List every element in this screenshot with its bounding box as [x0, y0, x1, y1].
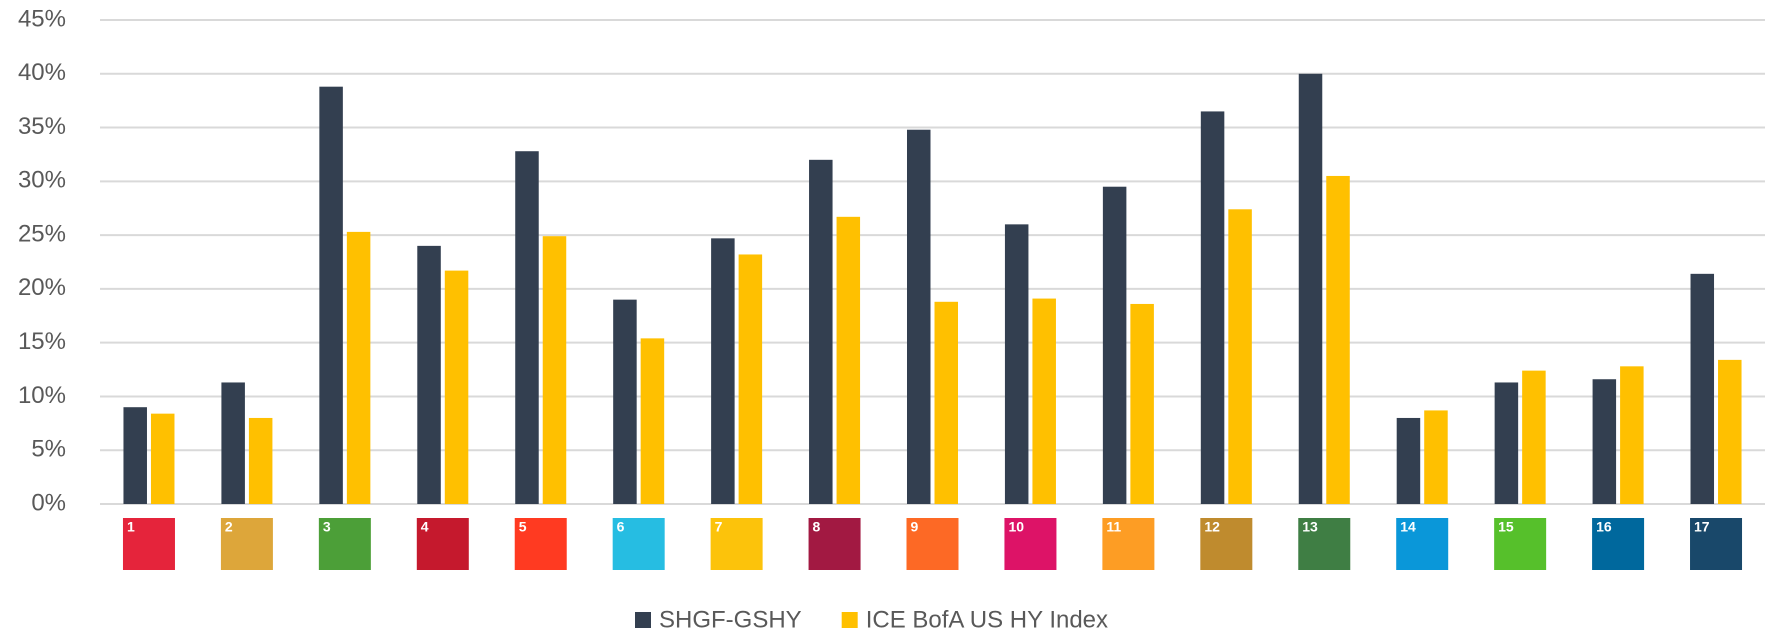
x-tick-label: 12 — [1204, 519, 1220, 535]
sdg-icon — [710, 518, 763, 570]
sdg-icon — [220, 518, 273, 570]
bar — [1004, 224, 1029, 504]
bar — [613, 299, 637, 504]
x-tick-label: 11 — [1106, 519, 1121, 535]
x-tick-label: 14 — [1400, 519, 1416, 535]
bar — [542, 236, 567, 505]
y-tick-label: 30% — [18, 167, 66, 194]
bar — [417, 245, 441, 504]
sdg-icon — [1494, 518, 1547, 570]
bar — [1494, 382, 1519, 504]
bar — [1228, 209, 1252, 504]
sdg-icon — [1298, 518, 1351, 570]
bar — [123, 407, 147, 504]
sdg-icon — [1396, 518, 1449, 570]
sdg-icon — [514, 518, 567, 570]
bar — [221, 382, 245, 504]
bar — [515, 151, 539, 504]
bar — [1102, 186, 1127, 504]
bar — [1200, 111, 1225, 504]
bar — [711, 238, 735, 505]
bar — [934, 301, 959, 504]
bar — [1326, 175, 1350, 504]
y-tick-label: 0% — [31, 489, 66, 516]
x-tick-label: 8 — [813, 519, 821, 535]
x-tick-label: 15 — [1498, 519, 1514, 535]
x-tick-label: 7 — [715, 519, 723, 535]
y-tick-label: 10% — [18, 382, 66, 409]
bar — [906, 129, 931, 504]
y-tick-label: 5% — [31, 436, 66, 463]
x-tick-label: 6 — [617, 519, 625, 535]
bar — [640, 338, 665, 504]
bar — [1424, 410, 1448, 504]
bar — [836, 216, 861, 504]
bar — [1620, 366, 1644, 504]
y-tick-label: 45% — [18, 5, 66, 32]
sdg-icon — [906, 518, 959, 570]
legend-label: SHGF-GSHY — [659, 606, 802, 633]
sdg-icon — [122, 518, 175, 570]
sdg-icon — [612, 518, 665, 570]
legend-swatch — [635, 612, 651, 628]
bar — [319, 86, 343, 504]
sdg-icon — [416, 518, 469, 570]
bar — [1298, 73, 1323, 505]
sdg-icon — [1200, 518, 1253, 570]
x-tick-label: 10 — [1008, 519, 1024, 535]
bar — [1690, 273, 1715, 504]
legend-label: ICE BofA US HY Index — [866, 606, 1108, 633]
legend-swatch — [841, 612, 858, 628]
bar — [444, 270, 469, 504]
bar — [1032, 298, 1056, 504]
x-tick-label: 5 — [519, 519, 527, 535]
bar — [346, 231, 371, 504]
bar — [1718, 359, 1742, 504]
sdg-icon — [1592, 518, 1645, 570]
x-tick-label: 1 — [127, 519, 135, 535]
sdg-icon — [1102, 518, 1155, 570]
x-tick-label: 17 — [1694, 519, 1710, 535]
y-tick-label: 20% — [18, 274, 66, 301]
bar — [150, 413, 175, 504]
sdg-icon — [318, 518, 371, 570]
x-tick-label: 16 — [1596, 519, 1612, 535]
y-tick-label: 40% — [18, 59, 66, 86]
bar — [738, 254, 763, 504]
sdg-icon — [1004, 518, 1057, 570]
bar — [248, 417, 273, 504]
y-tick-label: 35% — [18, 113, 66, 140]
bar — [1396, 417, 1421, 504]
bar — [1592, 379, 1617, 504]
bar — [1522, 370, 1546, 504]
x-tick-label: 2 — [225, 519, 233, 535]
y-tick-label: 15% — [18, 328, 66, 355]
sdg-icon — [808, 518, 861, 570]
x-tick-label: 9 — [911, 519, 919, 535]
y-tick-label: 25% — [18, 220, 66, 247]
bar — [1130, 303, 1154, 504]
sdg-icon — [1690, 518, 1743, 570]
bar — [809, 159, 833, 505]
x-tick-label: 3 — [323, 519, 331, 535]
x-tick-label: 4 — [421, 519, 429, 535]
x-tick-label: 13 — [1302, 519, 1318, 535]
